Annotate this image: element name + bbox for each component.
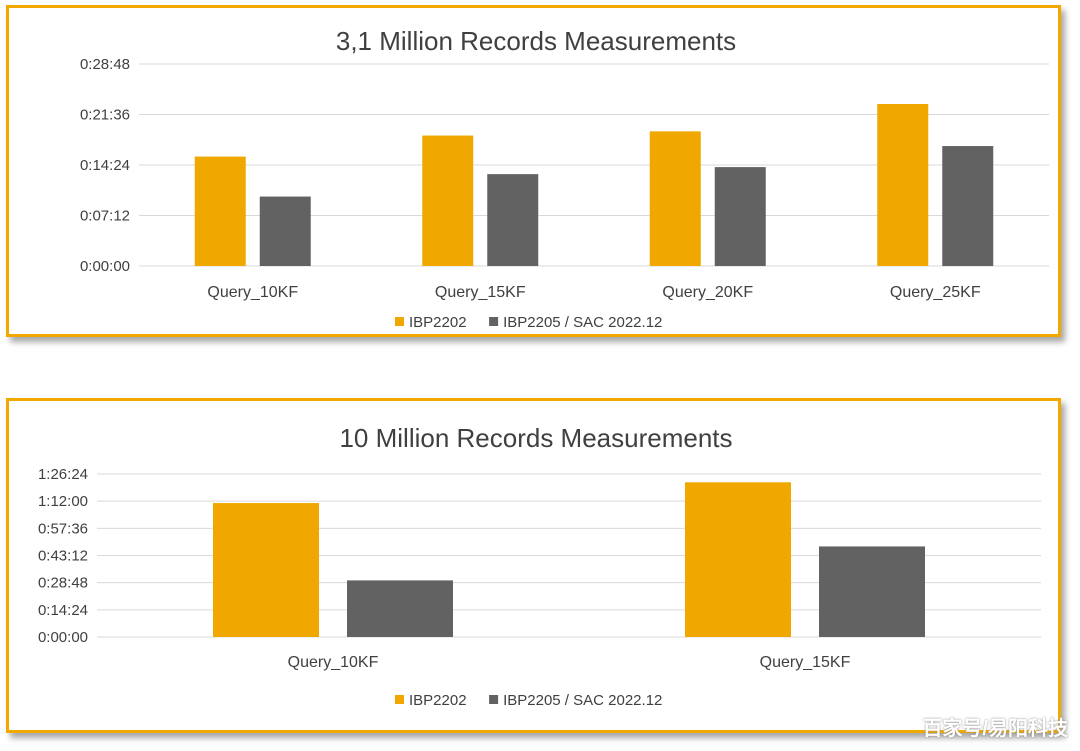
y-tick-label: 0:28:48 (80, 56, 130, 73)
y-tick-label: 0:00:00 (80, 258, 130, 275)
y-tick-label: 0:07:12 (80, 208, 130, 225)
legend-swatch-0 (395, 317, 404, 326)
legend-label-1: IBP2205 / SAC 2022.12 (503, 692, 662, 709)
legend-label-1: IBP2205 / SAC 2022.12 (503, 314, 662, 331)
y-tick-label: 0:57:36 (38, 520, 88, 537)
legend-label-0: IBP2202 (409, 692, 467, 709)
y-tick-label: 0:21:36 (80, 107, 130, 124)
bar-ibp2202-query_20kf (649, 131, 701, 266)
legend-swatch-1 (489, 695, 499, 704)
chart-title: 10 Million Records Measurements (339, 423, 732, 453)
chart-3-1-million: 3,1 Million Records Measurements 0:00:00 0… (80, 26, 1049, 331)
x-category-label: Query_10KF (207, 284, 298, 301)
y-tick-label: 0:00:00 (38, 629, 88, 646)
y-tick-label: 0:14:24 (80, 157, 130, 174)
bar-ibp2205-query_20kf (714, 167, 766, 266)
bar-ibp2205-query_15kf (487, 174, 539, 266)
chart-panel-10-million: 10 Million Records Measurements 0:00:00 0:… (6, 398, 1061, 733)
y-tick-label: 0:43:12 (38, 548, 88, 565)
legend-swatch-1 (489, 317, 499, 326)
y-tick-label: 0:14:24 (38, 602, 88, 619)
bar-ibp2205-query_25kf (942, 146, 994, 266)
chart-panel-3-1-million: 3,1 Million Records Measurements 0:00:00 0… (6, 5, 1061, 337)
y-tick-label: 1:26:24 (38, 466, 88, 483)
chart-10-million: 10 Million Records Measurements 0:00:00 0:… (38, 423, 1041, 709)
x-category-label: Query_20KF (662, 284, 753, 301)
bar-ibp2202-query_15kf (685, 482, 791, 637)
legend-label-0: IBP2202 (409, 314, 467, 331)
bar-ibp2202-query_15kf (422, 135, 474, 266)
y-tick-label: 0:28:48 (38, 575, 88, 592)
x-category-label: Query_15KF (435, 284, 526, 301)
bar-ibp2205-query_15kf (819, 546, 925, 637)
chart-title: 3,1 Million Records Measurements (336, 26, 736, 56)
x-category-label: Query_15KF (760, 654, 851, 671)
x-category-label: Query_25KF (890, 284, 981, 301)
bar-ibp2202-query_10kf (213, 503, 319, 637)
legend-swatch-0 (395, 695, 404, 704)
x-category-label: Query_10KF (288, 654, 379, 671)
bar-ibp2205-query_10kf (347, 580, 453, 637)
bar-ibp2202-query_10kf (194, 156, 246, 266)
y-tick-label: 1:12:00 (38, 493, 88, 510)
watermark: 百家号/易阳科技 (922, 718, 1068, 740)
bar-ibp2202-query_25kf (877, 103, 929, 267)
bar-ibp2205-query_10kf (259, 196, 311, 266)
